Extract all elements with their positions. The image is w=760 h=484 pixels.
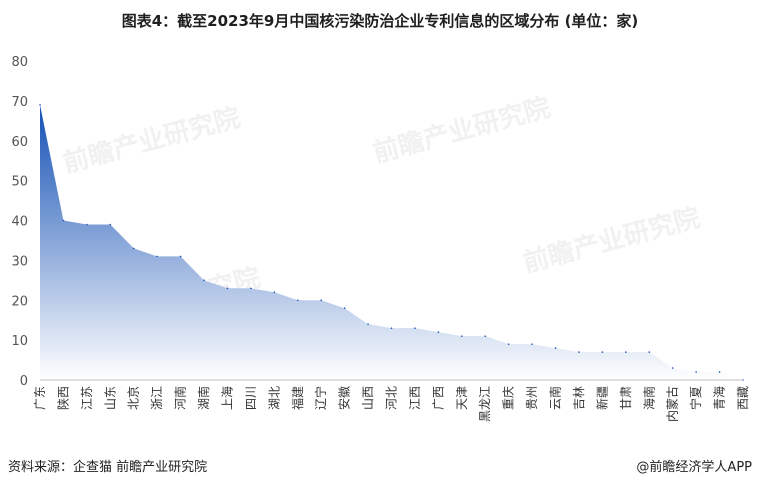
data-point (296, 299, 299, 302)
data-point (250, 287, 252, 290)
x-tick-label: 湖北 (266, 386, 281, 410)
data-point (226, 287, 229, 290)
x-tick-label: 海南 (641, 386, 656, 410)
y-tick-label: 30 (11, 254, 28, 269)
x-tick-label: 安徽 (337, 386, 352, 410)
x-tick-label: 浙江 (150, 386, 164, 410)
data-point (648, 351, 651, 353)
x-tick-label: 辽宁 (313, 386, 328, 410)
data-point (718, 371, 721, 373)
data-point (531, 343, 533, 345)
x-tick-label: 江苏 (80, 386, 94, 410)
x-tick-label: 山西 (361, 386, 375, 410)
y-tick-label: 80 (11, 55, 28, 70)
x-tick-label: 内蒙古 (665, 386, 680, 422)
data-point (109, 223, 112, 226)
x-tick-label: 陕西 (55, 386, 70, 410)
data-point (62, 219, 65, 222)
y-tick-label: 60 (11, 135, 28, 150)
chart-title: 图表4：截至2023年9月中国核污染防治企业专利信息的区域分布 (单位：家) (121, 12, 639, 30)
x-tick-label: 重庆 (502, 386, 516, 410)
x-tick-label: 江西 (408, 386, 422, 410)
brand-label: @前瞻经济学人APP (636, 460, 752, 475)
data-point (132, 247, 135, 250)
data-point (437, 331, 440, 333)
x-tick-label: 北京 (127, 386, 141, 410)
x-tick-label: 黑龙江 (478, 386, 492, 422)
data-point (461, 335, 463, 337)
data-point (414, 327, 416, 329)
data-point (695, 371, 697, 373)
data-point (343, 307, 346, 310)
data-point (671, 367, 674, 369)
x-tick-label: 上海 (219, 386, 234, 410)
x-tick-label: 福建 (290, 386, 305, 410)
data-point (179, 255, 182, 258)
data-point (203, 279, 205, 282)
data-point (39, 104, 41, 106)
x-axis: 广东 陕西 江苏 山东 北京 浙江 河南 湖南 上海 四川 湖北 福建 辽宁 安徽 山西 河北 江西 广西 天津 黑龙… (33, 379, 750, 422)
plot-area (39, 104, 744, 381)
x-tick-label: 天津 (455, 386, 469, 410)
y-tick-label: 70 (11, 95, 28, 110)
y-axis: 0 10 20 30 40 50 60 70 80 (11, 55, 28, 389)
x-tick-label: 新疆 (594, 386, 609, 410)
area-series (40, 104, 743, 381)
data-point (390, 327, 393, 329)
x-tick-label: 四川 (244, 386, 258, 410)
y-tick-label: 0 (20, 374, 28, 389)
data-point (86, 223, 88, 226)
x-tick-label: 河北 (385, 386, 399, 410)
x-tick-label: 青海 (712, 386, 727, 410)
y-tick-label: 40 (11, 215, 28, 230)
data-point (320, 299, 323, 302)
x-tick-label: 山东 (103, 386, 117, 410)
data-point (578, 351, 580, 353)
x-tick-label: 湖南 (196, 386, 211, 410)
y-tick-label: 20 (11, 294, 28, 309)
y-tick-label: 10 (11, 334, 28, 349)
data-point (601, 351, 604, 353)
data-point (484, 335, 487, 337)
data-point (554, 347, 557, 349)
y-tick-label: 50 (11, 175, 28, 190)
data-point (273, 291, 276, 294)
x-tick-label: 吉林 (572, 386, 586, 410)
data-point (625, 351, 627, 353)
x-tick-label: 西藏 (736, 386, 750, 410)
x-tick-label: 河南 (173, 386, 188, 410)
x-tick-label: 广西 (431, 386, 445, 410)
x-tick-label: 云南 (548, 386, 563, 410)
data-point (507, 343, 510, 345)
data-point (156, 255, 158, 258)
x-tick-label: 贵州 (525, 386, 539, 410)
x-tick-label: 宁夏 (688, 386, 703, 410)
source-note: 资料来源：企查猫 前瞻产业研究院 (8, 460, 208, 475)
x-tick-label: 广东 (33, 386, 47, 410)
data-point (367, 323, 369, 325)
x-tick-label: 甘肃 (619, 386, 633, 410)
